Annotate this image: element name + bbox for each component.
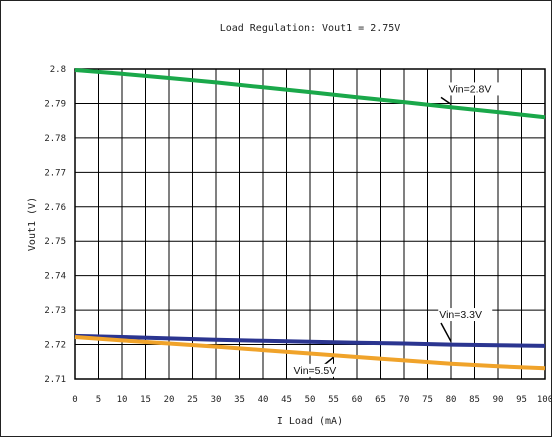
x-tick-label: 25 <box>187 395 198 405</box>
y-tick-label: 2.78 <box>44 134 66 144</box>
x-tick-label: 50 <box>305 395 316 405</box>
y-axis-label: Vout1 (V) <box>27 197 38 251</box>
y-tick-label: 2.72 <box>44 341 66 351</box>
annotations: Vin=2.8V Vin=3.3V Vin=5.5V <box>292 82 502 377</box>
annotation-label-bg <box>438 308 493 322</box>
annotation-label: Vin=3.3V <box>439 309 482 321</box>
x-tick-label: 45 <box>281 395 292 405</box>
x-tick-label: 55 <box>328 395 339 405</box>
x-axis-label: I Load (mA) <box>277 416 343 427</box>
y-tick-label: 2.73 <box>44 306 66 316</box>
x-axis-ticks: 0 5 10 15 20 25 30 35 40 45 50 55 60 65 70 75 80 85 90 95 10… <box>72 395 552 405</box>
x-tick-label: 60 <box>352 395 363 405</box>
x-tick-label: 15 <box>140 395 151 405</box>
x-tick-label: 85 <box>469 395 480 405</box>
annotation-label-bg <box>447 82 502 96</box>
y-tick-label: 2.74 <box>44 272 66 282</box>
series-line-3 <box>74 335 546 371</box>
x-tick-label: 20 <box>164 395 175 405</box>
x-tick-label: 100 <box>537 395 552 405</box>
x-tick-label: 10 <box>117 395 128 405</box>
x-tick-label: 30 <box>211 395 222 405</box>
y-tick-label: 2.71 <box>44 375 66 385</box>
x-tick-label: 65 <box>375 395 386 405</box>
x-tick-label: 0 <box>72 395 77 405</box>
x-tick-label: 80 <box>446 395 457 405</box>
x-tick-label: 35 <box>234 395 245 405</box>
x-tick-label: 90 <box>493 395 504 405</box>
x-tick-label: 95 <box>516 395 527 405</box>
series-line-2 <box>74 333 546 348</box>
x-tick-label: 40 <box>258 395 269 405</box>
annotation-pointer <box>440 96 452 105</box>
annotation-label: Vin=5.5V <box>294 365 337 377</box>
annotation-label-bg <box>292 363 347 377</box>
y-tick-label: 2.76 <box>44 203 66 213</box>
y-axis-ticks: 2.71 2.72 2.73 2.74 2.75 2.76 2.77 2.78 2.79 2.8 <box>44 65 66 385</box>
annotation-pointer <box>440 322 452 342</box>
x-tick-label: 70 <box>399 395 410 405</box>
x-tick-label: 75 <box>422 395 433 405</box>
y-tick-label: 2.8 <box>50 65 66 75</box>
plot-area-border <box>74 68 546 380</box>
annotation-label: Vin=2.8V <box>449 83 492 95</box>
y-tick-label: 2.79 <box>44 99 66 109</box>
series-line-1 <box>74 68 546 120</box>
y-tick-label: 2.77 <box>44 168 66 178</box>
series-lines <box>74 68 546 371</box>
x-tick-label: 5 <box>96 395 101 405</box>
grid <box>75 69 545 379</box>
chart-title: Load Regulation: Vout1 = 2.75V <box>220 23 401 34</box>
y-tick-label: 2.75 <box>44 237 66 247</box>
